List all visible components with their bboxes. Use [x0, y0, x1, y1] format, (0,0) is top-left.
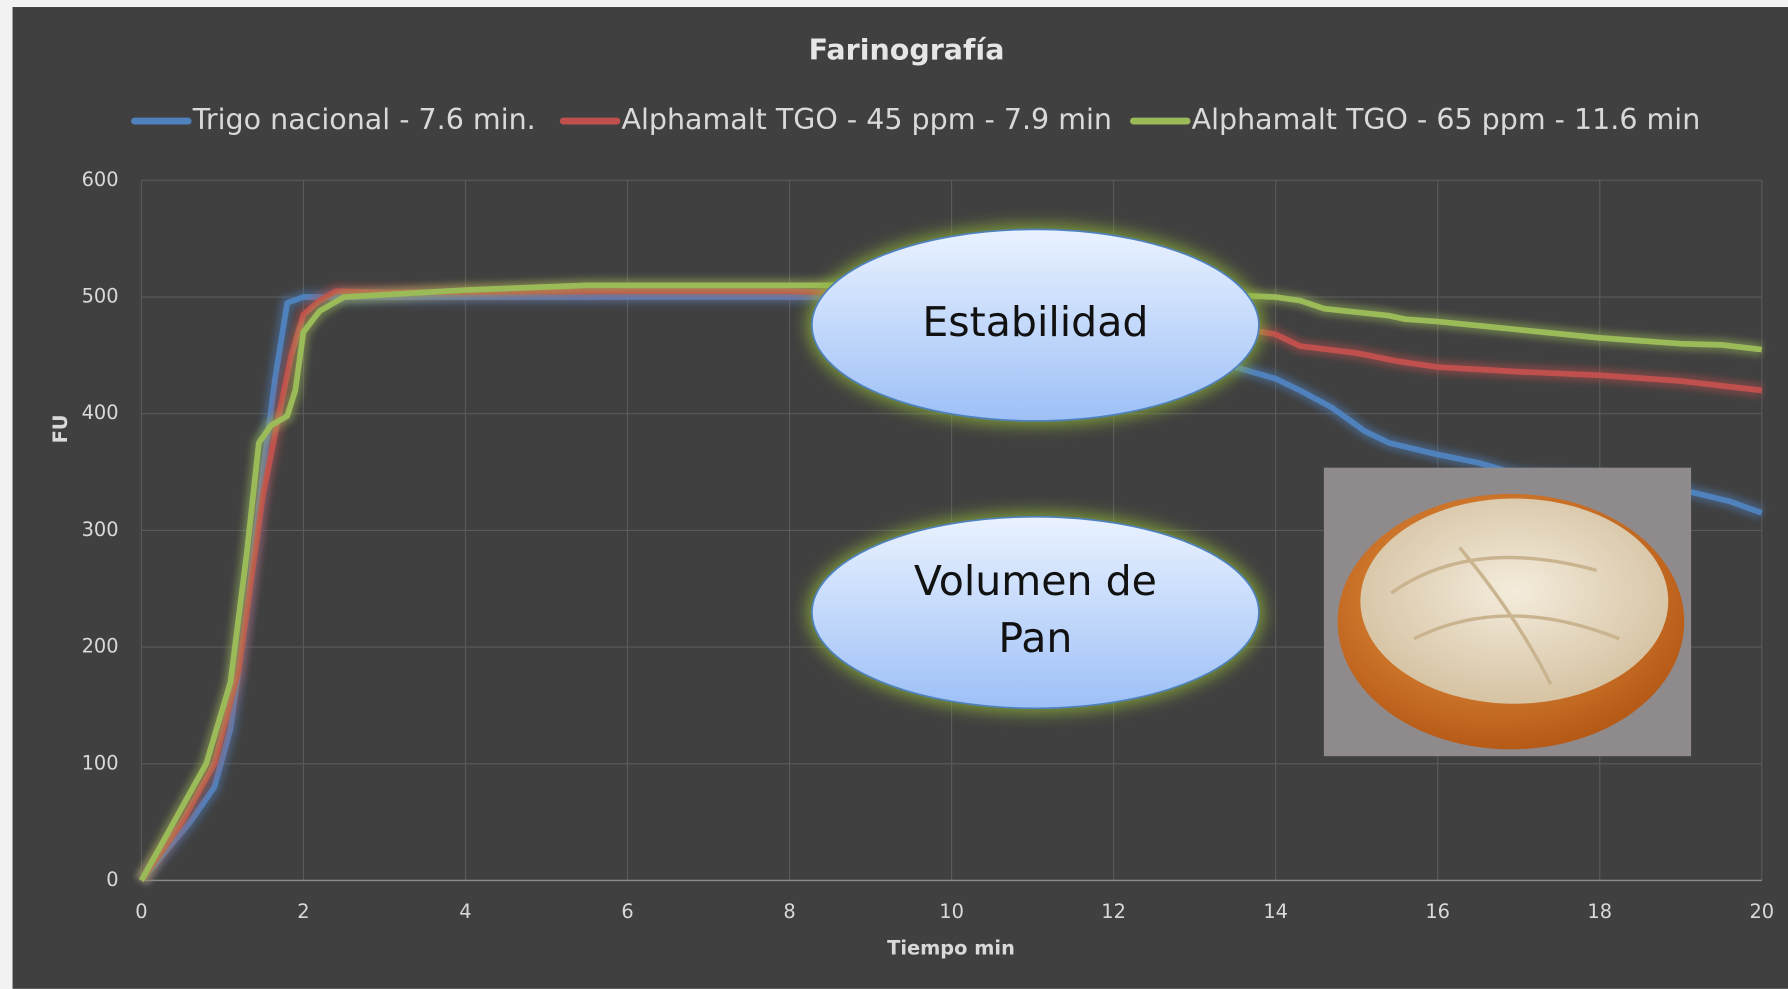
y-tick-label: 200 [82, 635, 119, 658]
y-tick-label: 0 [106, 868, 118, 891]
y-tick-label: 400 [82, 401, 119, 424]
annotations: Estabilidad Volumen de Pan [807, 224, 1264, 713]
x-tick-label: 4 [459, 900, 471, 923]
x-tick-label: 12 [1101, 900, 1126, 923]
y-axis-label: FU [49, 414, 72, 443]
x-tick-label: 6 [621, 900, 633, 923]
annotation-text: Volumen de [914, 557, 1157, 605]
annotation-bubble [811, 515, 1260, 710]
x-tick-label: 2 [297, 900, 309, 923]
x-tick-label: 16 [1425, 900, 1450, 923]
x-tick-label: 0 [135, 900, 147, 923]
y-tick-label: 300 [82, 518, 119, 541]
legend-label: Trigo nacional - 7.6 min. [192, 103, 536, 136]
x-tick-label: 10 [939, 900, 964, 923]
y-tick-label: 500 [82, 285, 119, 308]
x-tick-label: 8 [783, 900, 795, 923]
x-axis-label: Tiempo min [887, 936, 1015, 959]
x-tick-label: 18 [1587, 900, 1612, 923]
legend-label: Alphamalt TGO - 65 ppm - 11.6 min [1192, 103, 1701, 136]
bread-image [1323, 467, 1692, 757]
chart-title: Farinografía [809, 33, 1005, 66]
legend: Trigo nacional - 7.6 min. Alphamalt TGO -… [131, 103, 1701, 136]
x-tick-label: 20 [1749, 900, 1774, 923]
legend-label: Alphamalt TGO - 45 ppm - 7.9 min [621, 103, 1112, 136]
annotation-text: Pan [998, 614, 1072, 662]
annotation-bubble [811, 228, 1260, 422]
annotation-text: Estabilidad [922, 298, 1148, 346]
y-tick-label: 600 [82, 168, 119, 191]
x-tick-label: 14 [1263, 900, 1288, 923]
y-tick-label: 100 [82, 751, 119, 774]
